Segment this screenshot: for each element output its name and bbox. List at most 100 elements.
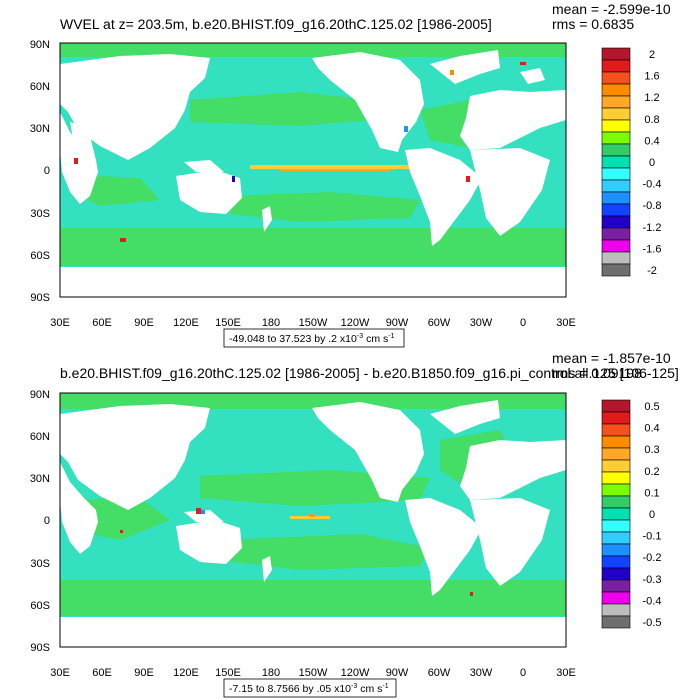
panel-1-north-band [60, 43, 566, 57]
panel-2-xtick: 30W [470, 667, 493, 679]
colorbar-label: -0.2 [643, 552, 662, 564]
panel-2-southern-band [60, 580, 566, 616]
colorbar-label: 0.2 [644, 466, 659, 478]
panel-2-land [60, 400, 566, 647]
panel-2-ytick: 90S [30, 642, 50, 654]
colorbar-swatch [601, 263, 631, 277]
panel-1-rms: rms = 0.6835 [552, 16, 634, 32]
panel-2-xtick: 30E [50, 667, 70, 679]
colorbar-label: -0.5 [643, 617, 662, 629]
colorbar-label: -1.6 [643, 243, 662, 255]
panel-1-xticks: 30E 60E 90E 120E 150E 180 150W 120W 90W … [50, 317, 576, 329]
colorbar-label: 0.1 [644, 487, 659, 499]
panel-1-map [60, 43, 566, 297]
panel-2-xtick: 30E [556, 667, 576, 679]
colorbar-swatch [601, 459, 631, 473]
colorbar-swatch [601, 423, 631, 437]
colorbar-swatch [601, 71, 631, 85]
colorbar-swatch [601, 495, 631, 509]
colorbar-label: -0.1 [643, 531, 662, 543]
colorbar-swatch [601, 507, 631, 521]
colorbar-swatch [601, 179, 631, 193]
panel-1-southern-band [60, 228, 566, 266]
panel-2-xtick: 90E [134, 667, 154, 679]
colorbar-swatch [601, 411, 631, 425]
colorbar-swatch [601, 531, 631, 545]
panel-2-xticks: 30E 60E 90E 120E 150E 180 150W 120W 90W … [50, 667, 576, 679]
panel-2-range-units-exp: -1 [382, 683, 388, 690]
panel-1-frame [59, 42, 567, 298]
panel-1-xtick: 30E [50, 317, 70, 329]
panel-1-colorbar: 2 1.6 1.2 0.8 0.4 0 -0.4 -0.8 -1.2 -1.6 -2 [601, 47, 662, 277]
panel-2: b.e20.BHIST.f09_g16.20thC.125.02 [1986-2… [30, 350, 679, 698]
panel-1-equator-stripe [250, 165, 410, 169]
panel-1-xtick: 60W [428, 317, 451, 329]
panel-2-map [60, 393, 566, 647]
colorbar-swatch [601, 603, 631, 617]
colorbar-swatch [601, 579, 631, 593]
panel-1-ytick: 90S [30, 292, 50, 304]
colorbar-swatch [601, 215, 631, 229]
panel-2-range-box: -7.15 to 8.7566 by .05 x10-3 cm s-1 [223, 678, 397, 698]
panel-2-xtick: 120E [173, 667, 199, 679]
panel-1-xtick: 90W [386, 317, 409, 329]
colorbar-label: 0 [649, 157, 655, 169]
colorbar-label: 0.5 [644, 401, 659, 413]
colorbar-swatch [601, 59, 631, 73]
colorbar-label: 0.4 [644, 423, 659, 435]
panel-1-pacific-south-green [230, 192, 420, 222]
colorbar-label: 0 [649, 509, 655, 521]
colorbar-swatch [601, 47, 631, 61]
panel-1-xtick: 60E [92, 317, 112, 329]
panel-1-xtick: 90E [134, 317, 154, 329]
colorbar-swatch [601, 399, 631, 413]
panel-2-ytick: 0 [44, 515, 50, 527]
colorbar-swatch [601, 615, 631, 629]
colorbar-swatch [601, 203, 631, 217]
colorbar-label: 2 [649, 49, 655, 61]
panel-2-range-note: -7.15 to 8.7566 by .05 x10 [229, 683, 351, 695]
colorbar-swatch [601, 519, 631, 533]
colorbar-label: 0.8 [644, 114, 659, 126]
colorbar-label: 0.3 [644, 444, 659, 456]
panel-2-range-units: cm s [360, 683, 382, 695]
panel-1-xtick: 30E [556, 317, 576, 329]
panel-1-range-box: -49.048 to 37.523 by .2 x10-3 cm s-1 [223, 328, 405, 348]
panel-1-mean: mean = -2.599e-10 [552, 1, 671, 17]
colorbar-swatch [601, 543, 631, 557]
panel-1-xtick: 150E [215, 317, 241, 329]
panel-2-xtick: 150E [215, 667, 241, 679]
panel-2-xtick: 180 [262, 667, 280, 679]
panel-2-pacific-south-green [220, 534, 430, 570]
panel-1-xtick: 150W [299, 317, 328, 329]
panel-2-xtick: 120W [341, 667, 370, 679]
panel-1-range-units-exp: -1 [388, 333, 394, 340]
panel-2-ytick: 30S [30, 558, 50, 570]
panel-1-xtick: 180 [262, 317, 280, 329]
panel-2-xtick: 150W [299, 667, 328, 679]
colorbar-swatch [601, 95, 631, 109]
panel-1-ytick: 0 [44, 165, 50, 177]
colorbar-swatch [601, 143, 631, 157]
panel-2-yticks: 90N 60N 30N 0 30S 60S 90S [30, 389, 50, 654]
colorbar-swatch [601, 131, 631, 145]
colorbar-swatch [601, 167, 631, 181]
colorbar-swatch [601, 239, 631, 253]
panel-1-ytick: 60N [30, 81, 50, 93]
colorbar-label: -0.8 [643, 200, 662, 212]
panel-2-colorbar: 0.5 0.4 0.3 0.2 0.1 0 -0.1 -0.2 -0.3 -0.4 -0.5 [601, 399, 662, 629]
panel-2-mean: mean = -1.857e-10 [552, 350, 671, 366]
panel-1-range-units: cm s [366, 333, 388, 345]
panel-1-title: WVEL at z= 203.5m, b.e20.BHIST.f09_g16.2… [60, 16, 492, 32]
colorbar-label: 0.4 [644, 135, 659, 147]
panel-2-equator-stripe [290, 516, 330, 519]
panel-1: WVEL at z= 203.5m, b.e20.BHIST.f09_g16.2… [30, 1, 671, 348]
panel-1-xtick: 120W [341, 317, 370, 329]
colorbar-swatch [601, 107, 631, 121]
panel-1-range-note: -49.048 to 37.523 by .2 x10 [229, 333, 357, 345]
panel-1-ytick: 30N [30, 123, 50, 135]
colorbar-label: -0.4 [643, 595, 662, 607]
panel-2-xtick: 60E [92, 667, 112, 679]
colorbar-swatch [601, 591, 631, 605]
panel-1-pacific-north-green [190, 92, 372, 126]
